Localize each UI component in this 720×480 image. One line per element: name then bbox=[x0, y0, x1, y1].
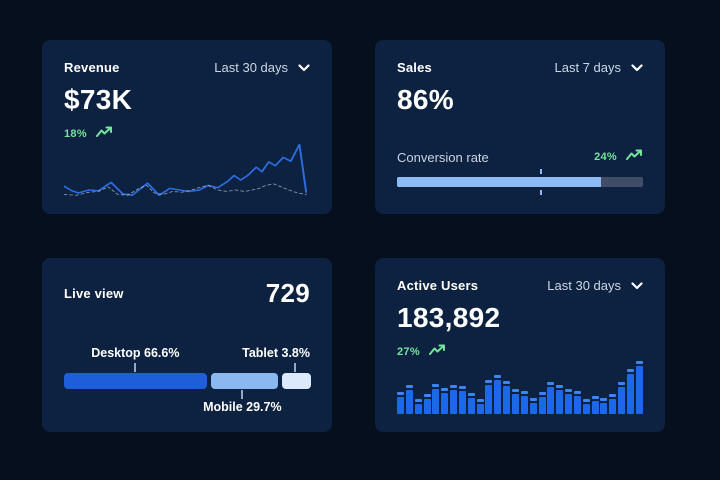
revenue-range-select[interactable]: Last 30 days bbox=[214, 60, 310, 75]
activity-bar bbox=[432, 384, 440, 414]
revenue-range-label: Last 30 days bbox=[214, 60, 288, 75]
revenue-delta-text: 18% bbox=[64, 128, 87, 140]
sales-delta: 24% bbox=[594, 148, 643, 166]
active-users-range-select[interactable]: Last 30 days bbox=[547, 278, 643, 293]
conversion-target-marker-bottom bbox=[539, 190, 542, 195]
activity-bar bbox=[529, 397, 537, 414]
activity-bar bbox=[405, 384, 413, 414]
active-users-range-label: Last 30 days bbox=[547, 278, 621, 293]
active-users-delta: 27% bbox=[397, 343, 643, 361]
activity-bar bbox=[538, 391, 546, 414]
activity-bar bbox=[441, 387, 449, 414]
activity-bar bbox=[565, 389, 573, 414]
active-users-value: 183,892 bbox=[397, 302, 501, 333]
desktop-tick bbox=[134, 363, 137, 372]
activity-bar bbox=[547, 382, 555, 414]
activity-bar bbox=[450, 384, 458, 414]
sales-range-select[interactable]: Last 7 days bbox=[555, 60, 644, 75]
sales-title: Sales bbox=[397, 60, 432, 75]
revenue-card: Revenue Last 30 days $73K 18% bbox=[42, 40, 332, 214]
live-view-title: Live view bbox=[64, 286, 124, 301]
sales-delta-text: 24% bbox=[594, 151, 617, 163]
sales-value: 86% bbox=[397, 84, 454, 115]
activity-bar bbox=[458, 386, 466, 414]
revenue-line-chart bbox=[64, 143, 308, 196]
sales-card: Sales Last 7 days 86% Conversion rate 24… bbox=[375, 40, 665, 214]
revenue-value: $73K bbox=[64, 84, 133, 115]
trending-up-icon bbox=[95, 125, 113, 143]
revenue-delta: 18% bbox=[64, 125, 310, 143]
active-users-card: Active Users Last 30 days 183,892 27% bbox=[375, 258, 665, 432]
activity-bar bbox=[423, 394, 431, 414]
activity-bar bbox=[618, 382, 626, 414]
activity-bar bbox=[600, 397, 608, 414]
desktop-share-label: Desktop 66.6% bbox=[91, 346, 180, 360]
active-users-delta-text: 27% bbox=[397, 346, 420, 358]
activity-bar bbox=[476, 398, 484, 414]
trending-up-icon bbox=[428, 343, 446, 361]
device-segment-mobile bbox=[210, 373, 279, 389]
live-view-value: 729 bbox=[265, 278, 310, 308]
conversion-progress-bar bbox=[397, 169, 643, 195]
sales-card-header: Sales Last 7 days bbox=[397, 60, 643, 75]
sales-range-label: Last 7 days bbox=[554, 60, 622, 75]
activity-bar bbox=[494, 375, 502, 414]
activity-bar bbox=[609, 394, 617, 414]
tablet-tick bbox=[294, 363, 297, 372]
activity-bar bbox=[591, 395, 599, 414]
device-segment-desktop bbox=[64, 373, 207, 389]
mobile-share-label: Mobile 29.7% bbox=[203, 400, 282, 414]
activity-bar bbox=[511, 389, 519, 414]
activity-bar bbox=[467, 393, 475, 414]
active-users-bar-chart bbox=[397, 361, 643, 414]
activity-bar bbox=[626, 369, 634, 414]
activity-bar bbox=[635, 361, 643, 414]
trending-up-icon bbox=[626, 148, 643, 166]
dashboard: Revenue Last 30 days $73K 18% Sales Last… bbox=[42, 40, 665, 432]
activity-bar bbox=[485, 379, 493, 414]
device-share-chart: Desktop 66.6% Tablet 3.8% Mobile 29.7% bbox=[64, 346, 311, 414]
revenue-title: Revenue bbox=[64, 60, 120, 75]
activity-bar bbox=[556, 384, 564, 414]
device-share-bar bbox=[64, 373, 311, 389]
mobile-tick bbox=[241, 390, 244, 399]
activity-bar bbox=[414, 398, 422, 414]
activity-bar bbox=[397, 391, 404, 414]
activity-bar bbox=[582, 398, 590, 414]
chevron-down-icon bbox=[298, 63, 310, 72]
conversion-progress-fill bbox=[397, 177, 602, 187]
live-view-header: Live view 729 bbox=[64, 278, 310, 309]
active-users-title: Active Users bbox=[397, 278, 479, 293]
conversion-rate-row: Conversion rate 24% bbox=[397, 148, 643, 166]
activity-bar bbox=[503, 380, 511, 414]
tablet-share-label: Tablet 3.8% bbox=[242, 346, 310, 360]
device-segment-tablet bbox=[282, 373, 311, 389]
conversion-target-marker-top bbox=[539, 169, 542, 174]
activity-bar bbox=[573, 390, 581, 414]
conversion-rate-label: Conversion rate bbox=[397, 149, 489, 165]
live-view-card: Live view 729 Desktop 66.6% Tablet 3.8% … bbox=[42, 258, 332, 432]
activity-bar bbox=[520, 390, 528, 414]
chevron-down-icon bbox=[631, 63, 643, 72]
active-users-card-header: Active Users Last 30 days bbox=[397, 278, 643, 293]
revenue-card-header: Revenue Last 30 days bbox=[64, 60, 310, 75]
chevron-down-icon bbox=[631, 281, 643, 290]
